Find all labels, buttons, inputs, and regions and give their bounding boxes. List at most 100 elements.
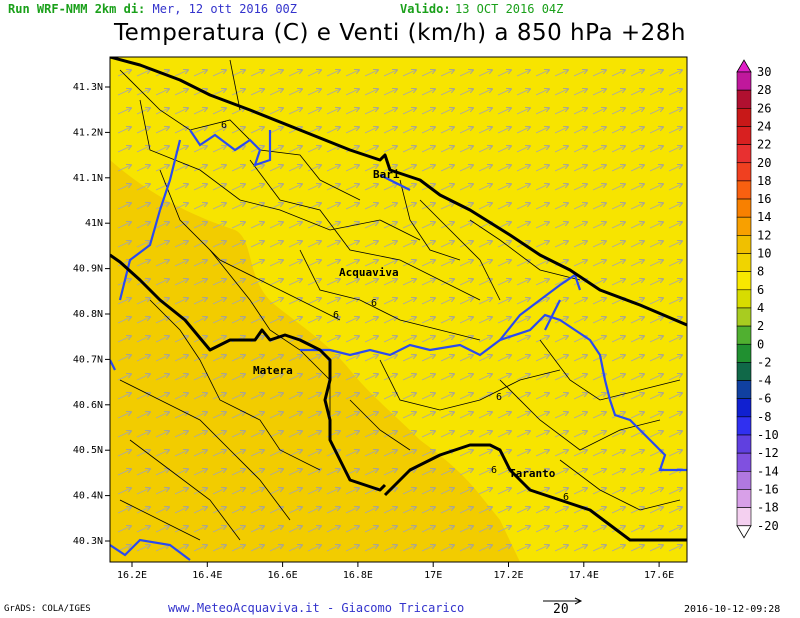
wind-arrow: [288, 545, 302, 552]
wind-arrow: [364, 545, 378, 552]
wind-arrow: [611, 146, 625, 153]
wind-arrow: [307, 431, 321, 438]
wind-arrow: [193, 184, 207, 191]
wind-arrow: [668, 298, 682, 305]
wind-arrow: [421, 146, 435, 153]
wind-arrow: [421, 70, 435, 77]
wind-arrow: [212, 222, 226, 229]
wind-arrow: [288, 184, 302, 191]
wind-arrow: [630, 469, 644, 476]
wind-arrow: [497, 146, 511, 153]
wind-arrow: [402, 317, 416, 324]
wind-arrow: [440, 260, 454, 267]
wind-arrow: [212, 450, 226, 457]
wind-arrow: [554, 165, 568, 172]
wind-arrow: [155, 146, 169, 153]
wind-arrow: [688, 507, 701, 513]
wind-arrow: [117, 165, 131, 172]
wind-arrow: [231, 222, 245, 229]
wind-arrow: [649, 298, 663, 305]
wind-arrow: [155, 184, 169, 191]
wind-arrow: [212, 355, 226, 362]
wind-arrow: [668, 450, 682, 457]
wind-arrow: [440, 203, 454, 210]
colorbar-label: 8: [757, 265, 764, 279]
wind-arrow: [649, 545, 663, 552]
wind-arrow: [478, 203, 492, 210]
wind-arrow: [592, 431, 606, 438]
wind-arrow: [535, 165, 549, 172]
wind-arrow: [421, 241, 435, 248]
wind-arrow: [136, 108, 150, 115]
colorbar-label: 28: [757, 83, 771, 97]
wind-arrow: [649, 393, 663, 400]
wind-arrow: [592, 469, 606, 476]
colorbar-label: -8: [757, 410, 771, 424]
wind-arrow: [307, 184, 321, 191]
wind-arrow: [516, 393, 530, 400]
wind-arrow: [174, 298, 188, 305]
wind-arrow: [611, 203, 625, 210]
wind-arrow: [402, 374, 416, 381]
wind-arrow: [611, 412, 625, 419]
colorbar-swatch: [736, 489, 752, 508]
wind-arrow: [649, 241, 663, 248]
wind-arrow: [535, 393, 549, 400]
wind-arrow: [668, 526, 682, 533]
wind-arrow: [478, 393, 492, 400]
wind-arrow: [611, 127, 625, 134]
wind-arrow: [573, 469, 587, 476]
wind-arrow: [668, 146, 682, 153]
wind-arrow: [497, 412, 511, 419]
wind-arrow: [269, 469, 283, 476]
colorbar-label: -18: [757, 501, 779, 515]
wind-arrow: [212, 108, 226, 115]
wind-arrow: [688, 564, 701, 570]
wind-arrow: [136, 222, 150, 229]
wind-arrow: [288, 260, 302, 267]
wind-arrow: [269, 317, 283, 324]
wind-arrow: [630, 260, 644, 267]
wind-arrow: [250, 203, 264, 210]
wind-arrow: [307, 507, 321, 514]
wind-arrow: [193, 203, 207, 210]
wind-arrow: [497, 355, 511, 362]
wind-arrow: [193, 317, 207, 324]
wind-arrow: [288, 393, 302, 400]
wind-arrow: [136, 545, 150, 552]
wind-arrow: [535, 203, 549, 210]
wind-arrow: [592, 127, 606, 134]
wind-arrow: [611, 355, 625, 362]
wind-arrow: [402, 412, 416, 419]
wind-arrow: [174, 108, 188, 115]
wind-arrow: [402, 355, 416, 362]
wind-arrow: [288, 89, 302, 96]
wind-arrow: [573, 298, 587, 305]
wind-arrow: [478, 526, 492, 533]
wind-arrow: [592, 545, 606, 552]
wind-arrow: [269, 127, 283, 134]
wind-arrow: [440, 222, 454, 229]
wind-arrow: [117, 412, 131, 419]
wind-arrow: [516, 507, 530, 514]
lon-tick-label: 16.2E: [117, 570, 147, 581]
wind-arrow: [611, 70, 625, 77]
colorbar-swatch: [736, 198, 752, 218]
wind-arrow: [193, 412, 207, 419]
wind-arrow: [326, 450, 340, 457]
wind-arrow: [573, 127, 587, 134]
wind-arrow: [364, 431, 378, 438]
wind-arrow: [383, 336, 397, 343]
wind-arrow: [440, 469, 454, 476]
wind-arrow: [573, 488, 587, 495]
wind-arrow: [668, 108, 682, 115]
wind-arrow: [478, 146, 492, 153]
lon-tick-label: 17.4E: [569, 570, 599, 581]
wind-arrow: [193, 279, 207, 286]
colorbar-swatch: [736, 434, 752, 454]
wind-arrow: [231, 89, 245, 96]
wind-arrow: [421, 545, 435, 552]
colorbar-label: 20: [757, 156, 771, 170]
wind-arrow: [440, 374, 454, 381]
wind-arrow: [326, 507, 340, 514]
